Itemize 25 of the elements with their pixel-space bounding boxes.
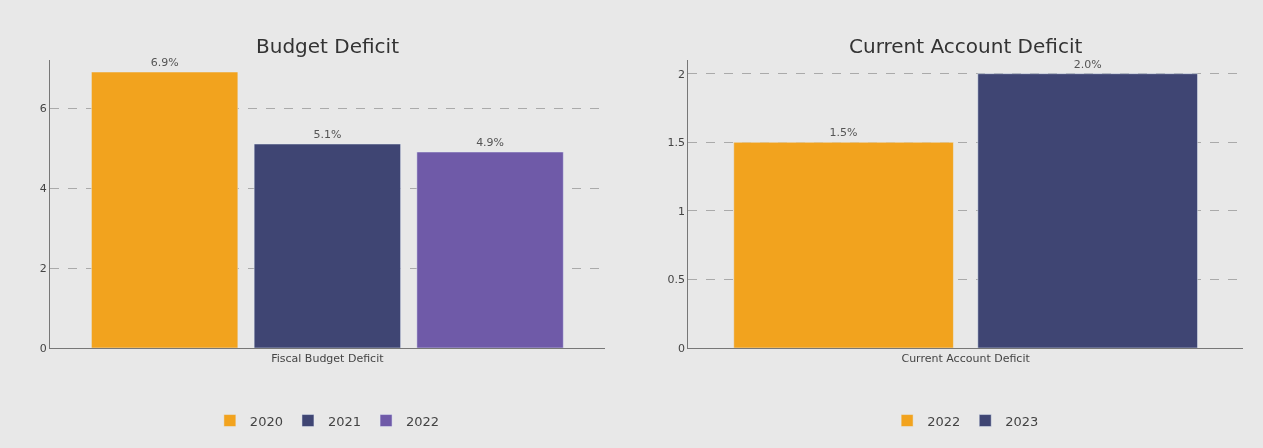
legend-label: 2020 bbox=[249, 413, 283, 429]
data-label: 2.0% bbox=[1073, 57, 1102, 71]
y-tick-label: 0 bbox=[678, 341, 686, 355]
data-label: 5.1% bbox=[313, 128, 342, 141]
data-label: 4.9% bbox=[476, 136, 505, 149]
y-tick-label: 1 bbox=[678, 204, 686, 218]
y-tick-label: 1.5 bbox=[667, 136, 686, 150]
y-tick-label: 2 bbox=[39, 261, 47, 275]
y-tick-label: 6 bbox=[39, 101, 47, 115]
data-label: 1.5% bbox=[829, 126, 858, 140]
chart-title: Current Account Deficit bbox=[849, 34, 1083, 58]
y-tick-label: 2 bbox=[678, 67, 686, 81]
data-label: 6.9% bbox=[150, 56, 179, 69]
x-tick-label: Fiscal Budget Deficit bbox=[271, 352, 385, 366]
legend-label: 2022 bbox=[927, 413, 961, 429]
bar bbox=[416, 151, 564, 348]
bar bbox=[91, 71, 239, 348]
legend-label: 2023 bbox=[1005, 413, 1039, 429]
legend-label: 2021 bbox=[327, 413, 362, 429]
bar bbox=[253, 143, 401, 348]
y-tick-label: 0 bbox=[39, 341, 47, 355]
legend-label: 2022 bbox=[406, 413, 440, 429]
chart-title: Budget Deficit bbox=[256, 34, 400, 58]
y-tick-label: 0.5 bbox=[667, 273, 686, 287]
y-tick-label: 4 bbox=[39, 181, 47, 195]
